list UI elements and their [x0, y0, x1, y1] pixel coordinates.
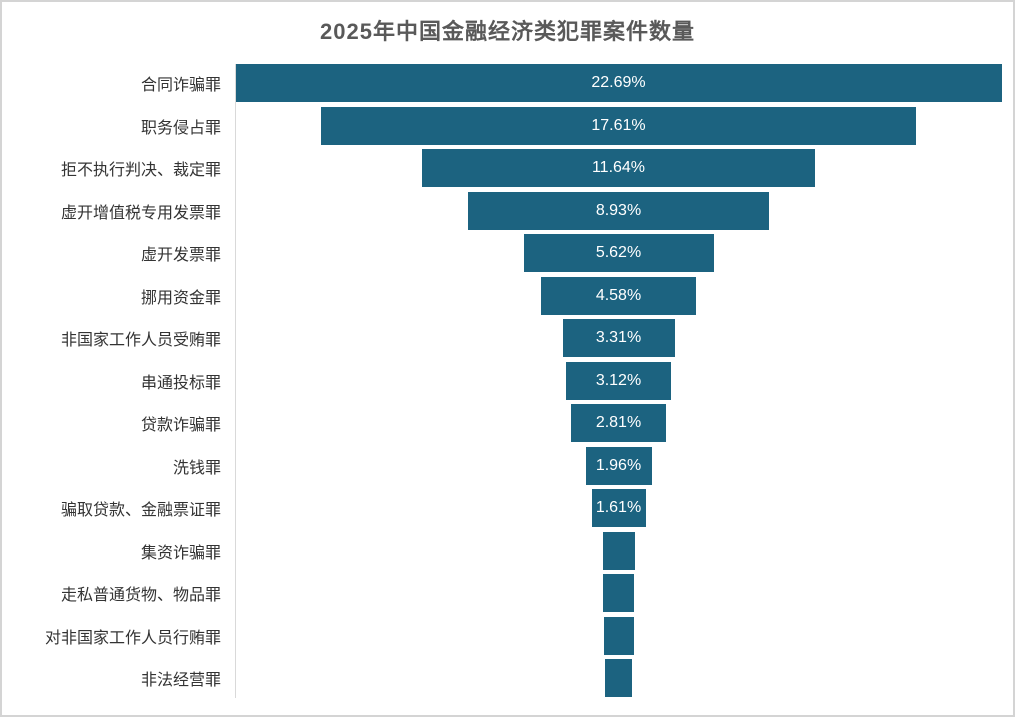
chart-row: 走私普通货物、物品罪 [2, 572, 1013, 615]
plot-area: 3.12% [235, 361, 1002, 400]
plot-area: 22.69% [235, 64, 1002, 103]
category-label: 虚开增值税专用发票罪 [60, 204, 221, 222]
plot-area: 3.31% [235, 319, 1002, 358]
chart-row: 串通投标罪 3.12% [2, 360, 1013, 403]
value-label: 17.61% [591, 116, 646, 134]
category-label: 职务侵占罪 [140, 119, 221, 137]
category-label: 拒不执行判决、裁定罪 [60, 162, 221, 180]
chart-row: 挪用资金罪 4.58% [2, 275, 1013, 318]
chart-row: 虚开发票罪 5.62% [2, 232, 1013, 275]
chart-row: 非国家工作人员受贿罪 3.31% [2, 317, 1013, 360]
value-label: 11.64% [591, 159, 646, 177]
bar: 4.58% [541, 276, 696, 315]
category-label: 贷款诈骗罪 [140, 417, 221, 435]
category-label: 骗取贷款、金融票证罪 [60, 502, 221, 520]
plot-area [235, 531, 1002, 570]
value-label: 5.62% [595, 244, 642, 262]
chart-row: 职务侵占罪 17.61% [2, 105, 1013, 148]
value-label: 1.61% [595, 499, 642, 517]
chart-row: 洗钱罪 1.96% [2, 445, 1013, 488]
bar [603, 616, 634, 655]
funnel-chart: 合同诈骗罪 22.69% 职务侵占罪 17.61% 拒不执行判决、裁定罪 11.64% 虚开… [2, 62, 1013, 700]
category-label: 挪用资金罪 [140, 289, 221, 307]
value-label: 2.81% [595, 414, 642, 432]
value-label: 3.12% [595, 371, 642, 389]
bar [605, 659, 632, 698]
bar: 1.61% [591, 489, 646, 528]
chart-row: 集资诈骗罪 [2, 530, 1013, 573]
plot-area: 1.96% [235, 446, 1002, 485]
category-label: 合同诈骗罪 [140, 77, 221, 95]
plot-area: 5.62% [235, 234, 1002, 273]
plot-area [235, 659, 1002, 698]
bar: 11.64% [422, 149, 815, 188]
value-label: 22.69% [591, 74, 646, 92]
category-axis-line [235, 64, 236, 698]
bar: 17.61% [321, 106, 916, 145]
category-label: 串通投标罪 [140, 374, 221, 392]
plot-area: 17.61% [235, 106, 1002, 145]
chart-rows: 合同诈骗罪 22.69% 职务侵占罪 17.61% 拒不执行判决、裁定罪 11.64% 虚开… [2, 62, 1013, 700]
plot-area: 1.61% [235, 489, 1002, 528]
category-label: 集资诈骗罪 [140, 544, 221, 562]
chart-title: 2025年中国金融经济类犯罪案件数量 [320, 19, 695, 44]
category-label: 对非国家工作人员行贿罪 [44, 629, 221, 647]
plot-area: 8.93% [235, 191, 1002, 230]
value-label: 8.93% [595, 201, 642, 219]
bar: 22.69% [235, 64, 1002, 103]
bar: 3.12% [566, 361, 671, 400]
chart-row: 对非国家工作人员行贿罪 [2, 615, 1013, 658]
category-label: 走私普通货物、物品罪 [60, 587, 221, 605]
chart-row: 骗取贷款、金融票证罪 1.61% [2, 487, 1013, 530]
plot-area [235, 616, 1002, 655]
chart-row: 虚开增值税专用发票罪 8.93% [2, 190, 1013, 233]
chart-row: 非法经营罪 [2, 657, 1013, 700]
bar: 3.31% [562, 319, 675, 358]
bar: 1.96% [585, 446, 652, 485]
category-label: 洗钱罪 [172, 459, 221, 477]
plot-area: 11.64% [235, 149, 1002, 188]
value-label: 4.58% [595, 286, 642, 304]
value-label: 3.31% [595, 329, 642, 347]
bar [602, 531, 635, 570]
bar: 5.62% [523, 234, 714, 273]
chart-row: 拒不执行判决、裁定罪 11.64% [2, 147, 1013, 190]
chart-row: 合同诈骗罪 22.69% [2, 62, 1013, 105]
chart-row: 贷款诈骗罪 2.81% [2, 402, 1013, 445]
plot-area: 4.58% [235, 276, 1002, 315]
bar [603, 574, 634, 613]
category-label: 虚开发票罪 [140, 247, 221, 265]
bar: 8.93% [468, 191, 769, 230]
category-label: 非国家工作人员受贿罪 [60, 332, 221, 350]
category-label: 非法经营罪 [140, 672, 221, 690]
value-label: 1.96% [595, 456, 642, 474]
bar: 2.81% [571, 404, 666, 443]
plot-area: 2.81% [235, 404, 1002, 443]
plot-area [235, 574, 1002, 613]
